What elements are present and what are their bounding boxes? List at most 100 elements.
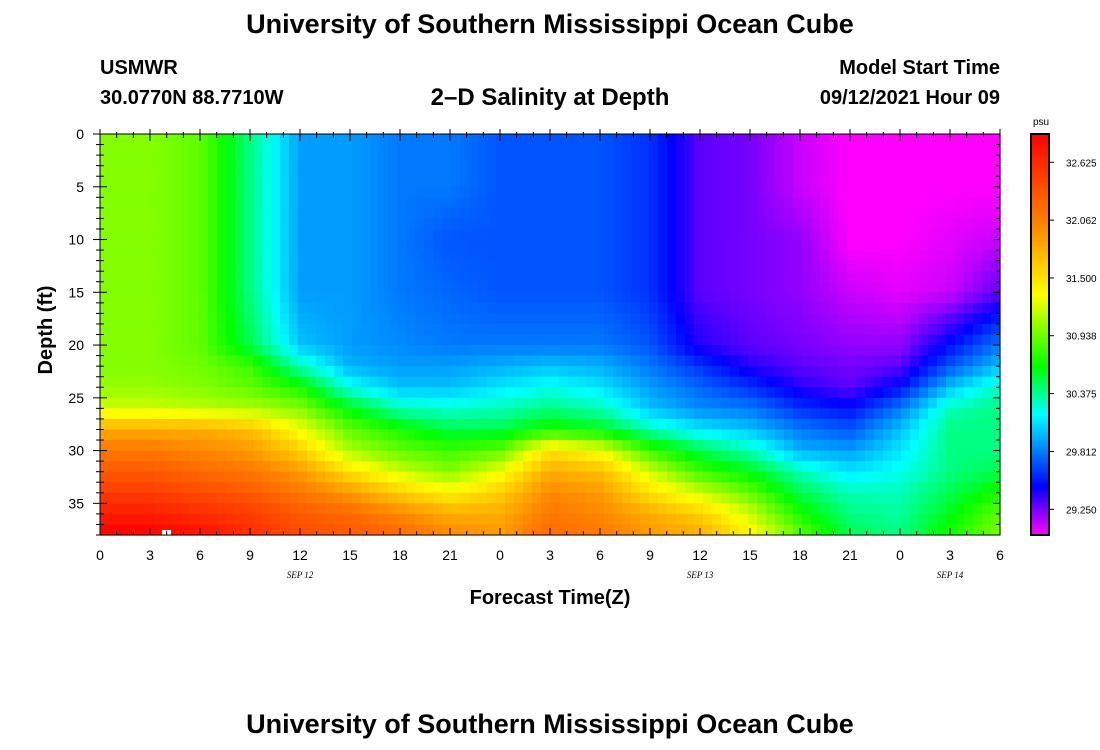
heatmap-cell xyxy=(964,503,974,515)
heatmap-cell xyxy=(928,408,938,420)
heatmap-cell xyxy=(226,271,236,283)
heatmap-cell xyxy=(262,492,272,504)
heatmap-cell xyxy=(316,239,326,251)
heatmap-cell xyxy=(289,450,299,462)
heatmap-cell xyxy=(910,165,920,177)
heatmap-cell xyxy=(541,387,551,399)
heatmap-cell xyxy=(451,144,461,156)
heatmap-cell xyxy=(325,376,335,388)
heatmap-cell xyxy=(730,440,740,452)
heatmap-cell xyxy=(163,165,173,177)
colorbar-tick-label: 32.062 xyxy=(1066,216,1097,227)
heatmap-cell xyxy=(766,397,776,409)
heatmap-cell xyxy=(541,524,551,536)
heatmap-cell xyxy=(478,408,488,420)
heatmap-cell xyxy=(802,292,812,304)
heatmap-cell xyxy=(496,302,506,314)
heatmap-cell xyxy=(703,524,713,536)
heatmap-cell xyxy=(694,418,704,431)
heatmap-cell xyxy=(667,503,677,515)
heatmap-cell xyxy=(694,524,704,536)
heatmap-cell xyxy=(550,207,560,220)
heatmap-cell xyxy=(505,450,515,462)
heatmap-cell xyxy=(586,513,596,526)
heatmap-cell xyxy=(622,524,632,536)
heatmap-cell xyxy=(703,271,713,283)
heatmap-cell xyxy=(721,513,731,526)
heatmap-cell xyxy=(892,408,902,420)
heatmap-cell xyxy=(154,292,164,304)
heatmap-cell xyxy=(955,302,965,314)
heatmap-cell xyxy=(757,524,767,536)
heatmap-cell xyxy=(766,492,776,504)
heatmap-cell xyxy=(640,260,650,272)
heatmap-cell xyxy=(469,250,479,262)
heatmap-cell xyxy=(172,155,182,167)
heatmap-cell xyxy=(136,450,146,462)
heatmap-cell xyxy=(991,292,1001,304)
heatmap-cell xyxy=(910,524,920,536)
heatmap-cell xyxy=(415,387,425,399)
heatmap-cell xyxy=(982,366,992,378)
heatmap-cell xyxy=(496,450,506,462)
heatmap-cell xyxy=(289,228,299,241)
heatmap-cell xyxy=(568,513,578,526)
heatmap-cell xyxy=(622,418,632,431)
heatmap-cell xyxy=(730,471,740,483)
heatmap-cell xyxy=(442,292,452,304)
heatmap-cell xyxy=(559,376,569,388)
heatmap-cell xyxy=(631,323,641,336)
heatmap-cell xyxy=(226,355,236,367)
heatmap-cell xyxy=(838,334,848,346)
heatmap-cell xyxy=(442,440,452,452)
heatmap-cell xyxy=(604,250,614,262)
heatmap-cell xyxy=(595,260,605,272)
heatmap-cell xyxy=(577,429,587,441)
heatmap-cell xyxy=(712,271,722,283)
heatmap-cell xyxy=(100,513,110,526)
heatmap-cell xyxy=(145,323,155,336)
heatmap-cell xyxy=(892,302,902,314)
heatmap-cell xyxy=(730,513,740,526)
heatmap-cell xyxy=(667,165,677,177)
heatmap-cell xyxy=(442,155,452,167)
heatmap-cell xyxy=(982,418,992,431)
heatmap-cell xyxy=(361,323,371,336)
heatmap-cell xyxy=(793,513,803,526)
heatmap-cell xyxy=(631,134,641,146)
heatmap-cell xyxy=(685,366,695,378)
heatmap-cell xyxy=(928,482,938,494)
heatmap-cell xyxy=(343,197,353,209)
heatmap-cell xyxy=(703,165,713,177)
heatmap-cell xyxy=(802,176,812,188)
heatmap-cell xyxy=(586,281,596,293)
heatmap-cell xyxy=(127,271,137,283)
heatmap-cell xyxy=(181,176,191,188)
heatmap-cell xyxy=(172,397,182,409)
heatmap-cell xyxy=(964,524,974,536)
heatmap-cell xyxy=(694,440,704,452)
heatmap-cell xyxy=(532,155,542,167)
heatmap-cell xyxy=(226,376,236,388)
heatmap-cell xyxy=(856,524,866,536)
heatmap-cell xyxy=(154,228,164,241)
heatmap-cell xyxy=(838,165,848,177)
heatmap-cell xyxy=(703,440,713,452)
heatmap-cell xyxy=(883,313,893,325)
heatmap-cell xyxy=(100,366,110,378)
heatmap-cell xyxy=(433,197,443,209)
heatmap-cell xyxy=(811,408,821,420)
heatmap-cell xyxy=(667,239,677,251)
heatmap-cell xyxy=(109,271,119,283)
heatmap-cell xyxy=(865,239,875,251)
heatmap-cell xyxy=(397,513,407,526)
heatmap-cell xyxy=(964,471,974,483)
heatmap-cell xyxy=(505,271,515,283)
heatmap-cell xyxy=(937,355,947,367)
heatmap-cell xyxy=(136,376,146,388)
heatmap-cell xyxy=(955,376,965,388)
heatmap-cell xyxy=(253,492,263,504)
heatmap-cell xyxy=(208,134,218,146)
x-tick-label: 21 xyxy=(442,547,458,563)
heatmap-cell xyxy=(388,492,398,504)
